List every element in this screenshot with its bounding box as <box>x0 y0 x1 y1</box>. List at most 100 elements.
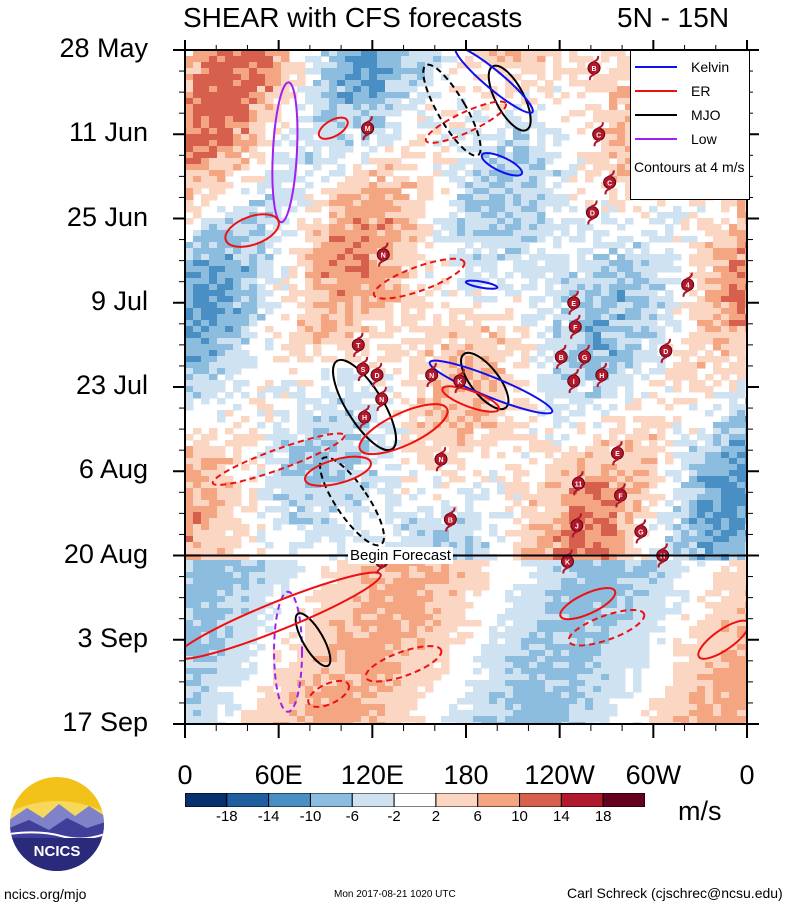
storm-label: N <box>438 457 443 464</box>
footer-author: Carl Schreck (cjschrec@ncsu.edu) <box>567 885 783 901</box>
storm-label: K <box>565 560 570 567</box>
colorbar-swatch <box>393 793 437 807</box>
legend-label: Low <box>691 131 717 147</box>
storm-marker: G <box>634 519 648 544</box>
storm-marker: T <box>351 332 365 358</box>
storm-label: S <box>361 367 366 374</box>
storm-marker: D <box>370 362 384 388</box>
er-contour <box>364 645 443 683</box>
storm-marker: N <box>376 242 390 267</box>
x-tick-label: 0 <box>177 760 193 790</box>
legend-note: Contours at 4 m/s <box>634 159 745 175</box>
storm-marker: N <box>434 446 448 472</box>
er-contour <box>307 679 351 708</box>
storm-marker: 4 <box>681 272 695 297</box>
storm-label: M <box>365 126 371 133</box>
storm-marker: 11 <box>571 471 585 496</box>
y-tick-label: 11 Jun <box>68 117 148 148</box>
er-contour <box>441 385 501 413</box>
colorbar <box>185 793 645 807</box>
colorbar-label: 6 <box>473 808 482 825</box>
storm-label: C <box>607 180 612 187</box>
legend-item: ER <box>631 81 749 101</box>
y-tick-label: 25 Jun <box>66 201 148 232</box>
colorbar-label: 2 <box>431 808 441 825</box>
colorbar-label: -10 <box>299 808 322 825</box>
er-contour <box>697 619 747 660</box>
er-contour <box>424 100 508 144</box>
x-tick-label: 0 <box>739 760 755 790</box>
storm-marker: N <box>425 362 439 388</box>
axis-ticks <box>173 40 759 738</box>
storm-marker: M <box>361 115 375 141</box>
footer-url[interactable]: ncics.org/mjo <box>4 886 87 902</box>
storm-marker: E <box>567 290 581 315</box>
storm-marker: I <box>567 368 581 394</box>
legend-label: MJO <box>691 107 721 123</box>
x-tick-label: 120E <box>340 760 404 790</box>
storm-label: N <box>429 373 434 380</box>
storm-label: F <box>573 325 578 332</box>
storm-label: C <box>596 132 601 139</box>
wave-contours <box>185 50 747 713</box>
low-contour <box>273 590 304 713</box>
chart-title: SHEAR with CFS forecasts <box>183 2 523 33</box>
storm-label: N <box>381 253 386 260</box>
er-contour <box>317 116 349 140</box>
storm-label: E <box>615 451 620 458</box>
colorbar-swatch <box>602 793 645 807</box>
x-tick-label: 60E <box>254 760 303 790</box>
er-contour <box>358 403 449 456</box>
colorbar-swatch <box>226 793 270 807</box>
storm-label: I <box>573 379 575 386</box>
legend-item: Kelvin <box>631 57 749 77</box>
storm-marker: D <box>659 338 673 364</box>
units-label: m/s <box>678 796 722 826</box>
storm-label: 4 <box>686 283 690 290</box>
colorbar-swatch <box>560 793 604 807</box>
legend-swatch <box>635 138 677 140</box>
storm-marker: S <box>356 356 370 382</box>
low-contour <box>271 81 299 224</box>
storm-marker: E <box>610 440 624 466</box>
x-tick-label: 180 <box>443 760 489 790</box>
mjo-contour <box>294 612 332 668</box>
storm-marker: N <box>375 386 389 412</box>
storm-label: G <box>582 355 588 362</box>
storm-marker: D <box>585 200 599 225</box>
storm-label: J <box>575 523 579 530</box>
storm-label: 11 <box>575 481 583 488</box>
storm-markers: BMCCDN4EFTDBGSDNKIHNHEN11FBJGHKH <box>351 55 695 574</box>
storm-label: B <box>559 355 564 362</box>
storm-marker: G <box>578 344 592 370</box>
storm-marker: C <box>603 170 617 195</box>
colorbar-label: -6 <box>345 808 359 825</box>
storm-marker: H <box>595 362 609 388</box>
legend-item: Low <box>631 129 749 149</box>
er-contour <box>567 608 646 647</box>
x-tick-label: 60W <box>625 760 682 790</box>
mjo-contour <box>319 456 385 547</box>
y-tick-label: 9 Jul <box>90 285 148 316</box>
legend-swatch <box>635 90 677 92</box>
ncics-logo: NCICS <box>10 777 104 871</box>
storm-label: H <box>599 373 604 380</box>
er-contour <box>559 587 617 621</box>
legend-item: MJO <box>631 105 749 125</box>
legend-label: Kelvin <box>691 59 730 75</box>
region-label: 5N - 15N <box>617 2 730 33</box>
storm-marker: B <box>587 55 601 81</box>
er-contour <box>185 571 382 660</box>
footer-timestamp: Mon 2017-08-21 1020 UTC <box>334 889 456 900</box>
begin-forecast-label: Begin Forecast <box>348 546 453 564</box>
storm-label: K <box>457 379 462 386</box>
x-tick-label: 120W <box>524 760 595 790</box>
storm-label: E <box>571 301 576 308</box>
y-tick-label: 28 May <box>59 33 148 63</box>
storm-label: H <box>362 415 367 422</box>
mjo-contour <box>422 63 482 157</box>
storm-label: D <box>663 349 668 356</box>
colorbar-label: -18 <box>215 808 238 825</box>
storm-label: B <box>448 517 453 524</box>
legend-swatch <box>635 66 677 68</box>
